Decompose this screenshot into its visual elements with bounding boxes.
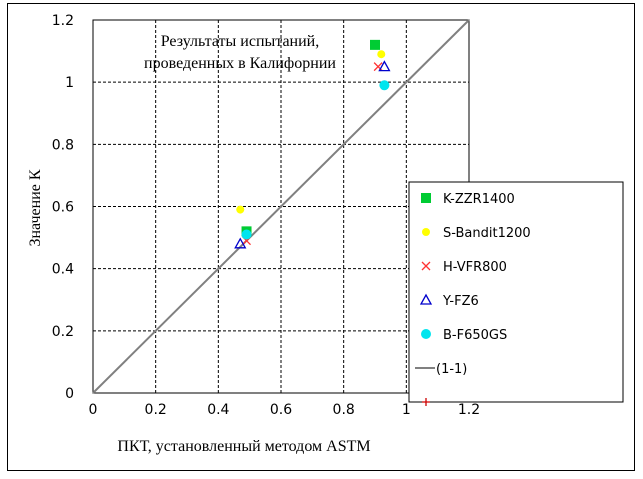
y-tick-label: 0.4 bbox=[52, 262, 74, 278]
x-tick-labels: 0 0.2 0.4 0.6 0.8 1 1.2 bbox=[89, 402, 481, 418]
data-points bbox=[234, 39, 391, 249]
legend: K-ZZR1400 S-Bandit1200 H-VFR800 Y-FZ6 B-F650… bbox=[408, 181, 624, 406]
data-point bbox=[234, 237, 247, 249]
x-tick-label: 0.2 bbox=[145, 402, 167, 418]
data-point bbox=[377, 50, 386, 59]
legend-label: B-F650GS bbox=[443, 328, 507, 343]
identity-line bbox=[92, 19, 470, 394]
x-tick-label: 1 bbox=[402, 402, 411, 418]
x-tick-label: 0 bbox=[89, 402, 98, 418]
y-tick-label: 0.6 bbox=[52, 200, 74, 216]
x-tick-label: 1.2 bbox=[458, 402, 480, 418]
chart-title-line-1: Результаты испытаний, bbox=[161, 33, 320, 50]
x-axis-label: ПКТ, установленный методом ASTM bbox=[117, 438, 370, 455]
y-axis-label: Значение К bbox=[27, 169, 44, 246]
legend-label: S-Bandit1200 bbox=[443, 226, 531, 241]
x-tick-label: 0.6 bbox=[270, 402, 292, 418]
y-tick-label: 0.2 bbox=[52, 324, 74, 340]
legend-label: (1-1) bbox=[436, 362, 467, 377]
legend-label: Y-FZ6 bbox=[442, 294, 479, 309]
legend-marker bbox=[421, 261, 431, 271]
legend-marker bbox=[421, 193, 431, 203]
data-point bbox=[378, 60, 391, 72]
data-point bbox=[379, 80, 390, 91]
y-tick-label: 1.2 bbox=[52, 13, 74, 29]
data-point bbox=[370, 39, 380, 50]
y-tick-label: 0.8 bbox=[52, 137, 74, 153]
x-tick-label: 0.8 bbox=[333, 402, 355, 418]
y-tick-label: 1 bbox=[65, 75, 74, 91]
legend-marker bbox=[419, 293, 433, 305]
legend-label: H-VFR800 bbox=[443, 260, 507, 275]
legend-marker bbox=[422, 398, 430, 406]
legend-box bbox=[408, 181, 624, 403]
legend-marker bbox=[421, 329, 431, 339]
data-point bbox=[241, 229, 252, 240]
chart-title-line-2: проведенных в Калифорнии bbox=[144, 55, 336, 72]
y-tick-labels: 0 0.2 0.4 0.6 0.8 1 1.2 bbox=[52, 13, 74, 402]
x-tick-label: 0.4 bbox=[207, 402, 229, 418]
identity-line-layer bbox=[92, 19, 470, 394]
legend-label: K-ZZR1400 bbox=[443, 192, 515, 207]
y-tick-label: 0 bbox=[65, 386, 74, 402]
data-point bbox=[236, 205, 245, 214]
chart-frame bbox=[7, 3, 635, 471]
legend-marker bbox=[422, 228, 430, 236]
